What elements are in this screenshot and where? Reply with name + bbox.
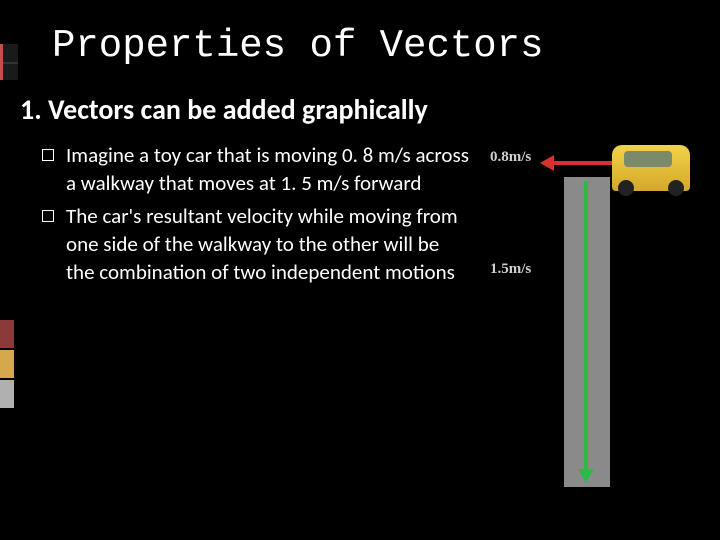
list-item: Imagine a toy car that is moving 0. 8 m/…	[36, 141, 470, 198]
vertical-arrow-icon	[584, 181, 588, 471]
bullet-list: Imagine a toy car that is moving 0. 8 m/…	[36, 141, 480, 291]
bullet-marker-icon	[42, 210, 54, 222]
content-area: Imagine a toy car that is moving 0. 8 m/…	[0, 127, 720, 291]
slide-title: Properties of Vectors	[0, 0, 720, 68]
left-color-stripes	[0, 320, 14, 410]
horizontal-arrow-icon	[552, 161, 612, 165]
vertical-speed-label: 1.5m/s	[490, 261, 531, 278]
bullet-text: The car's resultant velocity while movin…	[66, 202, 470, 287]
bullet-marker-icon	[42, 149, 54, 161]
toy-car-icon	[612, 145, 690, 191]
slide-subtitle: 1. Vectors can be added graphically	[0, 68, 720, 127]
list-item: The car's resultant velocity while movin…	[36, 202, 470, 287]
horizontal-speed-label: 0.8m/s	[490, 149, 531, 166]
left-accent-box	[0, 44, 18, 80]
bullet-text: Imagine a toy car that is moving 0. 8 m/…	[66, 141, 470, 198]
vector-diagram: 0.8m/s 1.5m/s	[480, 141, 700, 291]
